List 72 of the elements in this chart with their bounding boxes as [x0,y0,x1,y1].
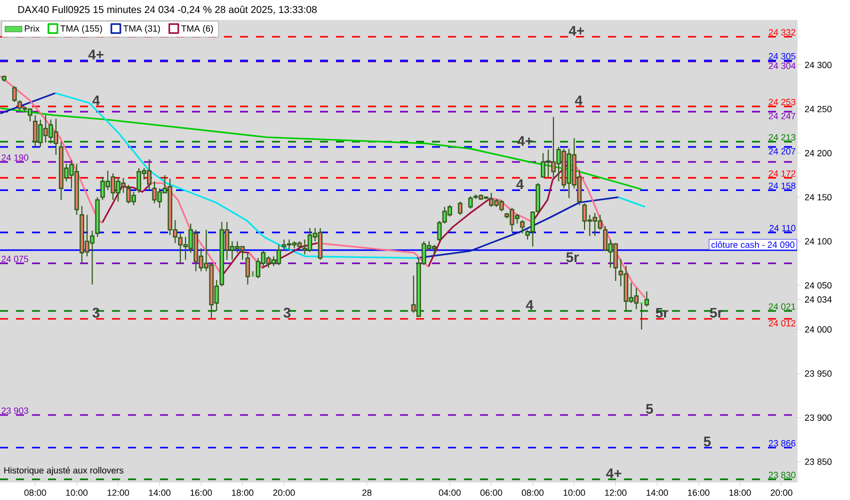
x-tick-label: 20:00 [770,490,792,496]
ref-line-label: 23 903 [2,407,28,414]
annotation: 4 [526,300,534,310]
annotation: 4+ [606,468,622,478]
annotation: 5r [710,308,723,318]
ref-line-label: 24 213 [768,134,796,140]
ref-line-label: 24 253 [768,98,796,106]
ref-line-label: 24 158 [768,182,796,189]
y-tick-label: 23 900 [804,414,832,421]
annotation: Historique ajusté aux rollovers [4,466,124,476]
line-series [0,107,642,190]
x-tick-label: 10:00 [66,490,88,496]
y-tick-label: 24 150 [804,194,832,200]
x-tick-label: 18:00 [729,490,751,496]
legend-label: TMA (31) [123,25,160,34]
annotation: 4+ [568,26,584,36]
x-tick-label: 12:00 [108,490,130,496]
annotation: 3 [92,308,100,318]
candlestick [245,252,250,286]
ref-line-label: 24 021 [768,303,796,310]
ref-line-label: 24 110 [770,224,796,232]
legend-label: TMA (155) [60,25,102,34]
x-tick-label: 16:00 [190,490,212,496]
x-tick-label: 06:00 [480,490,502,496]
ref-line-label: 24 304 [768,62,796,69]
x-tick-label: 16:00 [688,490,710,496]
chart-title: DAX40 Full0925 15 minutes 24 034 -0,24 % 28 août 2025, 13:33:08 [18,6,317,14]
y-tick-label: 23 950 [804,370,832,377]
y-tick-label: 24 100 [804,238,832,244]
ref-line-label: 24 247 [768,112,796,120]
x-tick-label: 12:00 [605,490,627,496]
y-tick-label: 23 850 [804,458,832,465]
y-tick-label: 24 050 [804,282,832,289]
y-tick-label: 24 000 [804,326,832,333]
annotation: 4 [92,96,100,106]
annotation: 3 [284,308,290,318]
x-tick-label: 14:00 [149,490,170,496]
x-tick-label: 20:00 [273,490,295,496]
ref-line-label: 23 866 [768,440,796,446]
ref-line-label: 23 830 [768,472,796,478]
legend-label: TMA (6) [181,25,213,34]
candlestick [12,86,17,103]
ref-line-label: 24 332 [768,29,796,36]
annotation: 4 [575,96,582,106]
ref-line-label: 24 012 [768,320,796,326]
ref-line-label: clôture cash - 24 090 [711,241,794,248]
candlestick [458,201,462,216]
candlestick [644,291,649,308]
x-tick-label: 04:00 [438,490,461,496]
x-tick-label: 28 [362,490,372,496]
ref-line-label: 24 075 [2,256,28,262]
annotation: 5 [704,436,711,446]
ref-line-label: 24 305 [768,52,796,60]
annotation: 4+ [517,136,533,146]
y-tick-label: 24 034 [804,296,832,303]
annotation: 5r [566,252,579,262]
legend-label: Prix [24,25,40,32]
annotation: 5 [646,404,653,414]
x-tick-label: 08:00 [24,490,46,496]
ref-line-label: 24 190 [2,154,28,161]
candlestick [520,220,525,234]
ref-line-label: 24 172 [768,170,796,177]
x-tick-label: 18:00 [232,490,254,496]
y-tick-label: 24 250 [804,106,832,112]
y-tick-label: 24 300 [804,62,832,68]
y-tick-label: 24 200 [804,150,832,156]
ref-line-label: 24 207 [768,148,796,155]
x-tick-label: 10:00 [564,490,586,496]
annotation: 4 [516,179,524,189]
annotation: 4+ [88,50,104,60]
x-tick-label: 14:00 [646,490,668,496]
x-tick-label: 08:00 [522,490,544,496]
